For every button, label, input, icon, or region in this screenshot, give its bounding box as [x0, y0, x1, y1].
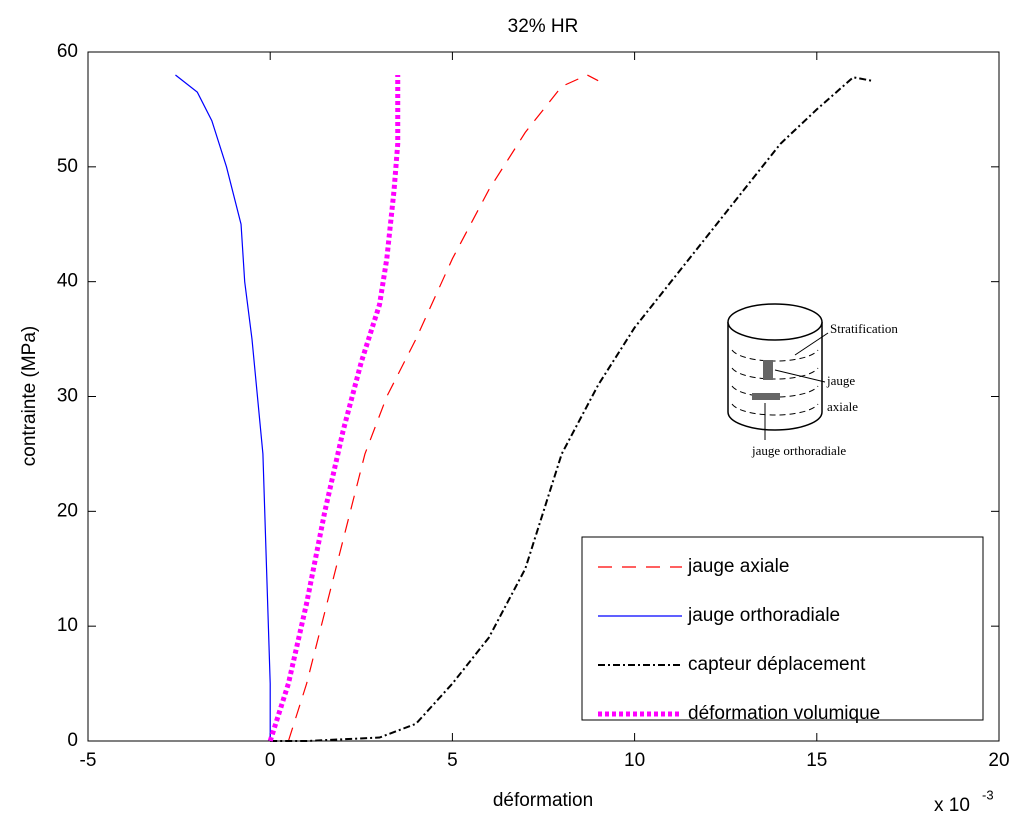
chart-title: 32% HR: [508, 16, 579, 37]
y-tick-label: 40: [57, 271, 78, 292]
y-axis-label: contrainte (MPa): [19, 326, 40, 466]
series-line: [270, 76, 872, 742]
axial-gauge: [763, 360, 773, 380]
x-tick-label: 20: [988, 750, 1009, 771]
annotation: jauge axiale: [826, 373, 858, 414]
arrow: [774, 369, 826, 383]
y-tick-label: 10: [57, 615, 78, 636]
y-tick-label: 0: [67, 730, 78, 751]
cylinder-body: [727, 322, 823, 431]
x-tick-label: 0: [265, 750, 276, 771]
y-tick-label: 20: [57, 500, 78, 521]
y-tick-label: 30: [57, 386, 78, 407]
legend-label: capteur déplacement: [688, 654, 866, 675]
orthoradial-gauge: [752, 393, 780, 400]
annotation: Stratification: [830, 321, 898, 336]
series-line: [287, 74, 599, 742]
legend-label: déformation volumique: [688, 703, 880, 724]
x-exponent: -3: [982, 787, 994, 802]
cylinder-top: [727, 303, 823, 341]
legend-label: jauge orthoradiale: [687, 605, 840, 626]
inset-diagram: Stratification jauge axiale jauge orthor…: [727, 303, 898, 458]
x-tick-label: 5: [447, 750, 458, 771]
x-tick-label: 15: [806, 750, 827, 771]
series-line: [267, 74, 401, 742]
series-line: [175, 74, 271, 741]
x-tick-label: 10: [624, 750, 645, 771]
annotation: jauge orthoradiale: [751, 443, 846, 458]
x-axis-label: déformation: [493, 790, 593, 811]
x-exponent-base: x 10: [934, 795, 970, 816]
x-tick-label: -5: [80, 750, 97, 771]
y-tick-label: 50: [57, 156, 78, 177]
legend-label: jauge axiale: [687, 556, 789, 577]
arrow: [794, 332, 829, 356]
y-tick-label: 60: [57, 41, 78, 62]
